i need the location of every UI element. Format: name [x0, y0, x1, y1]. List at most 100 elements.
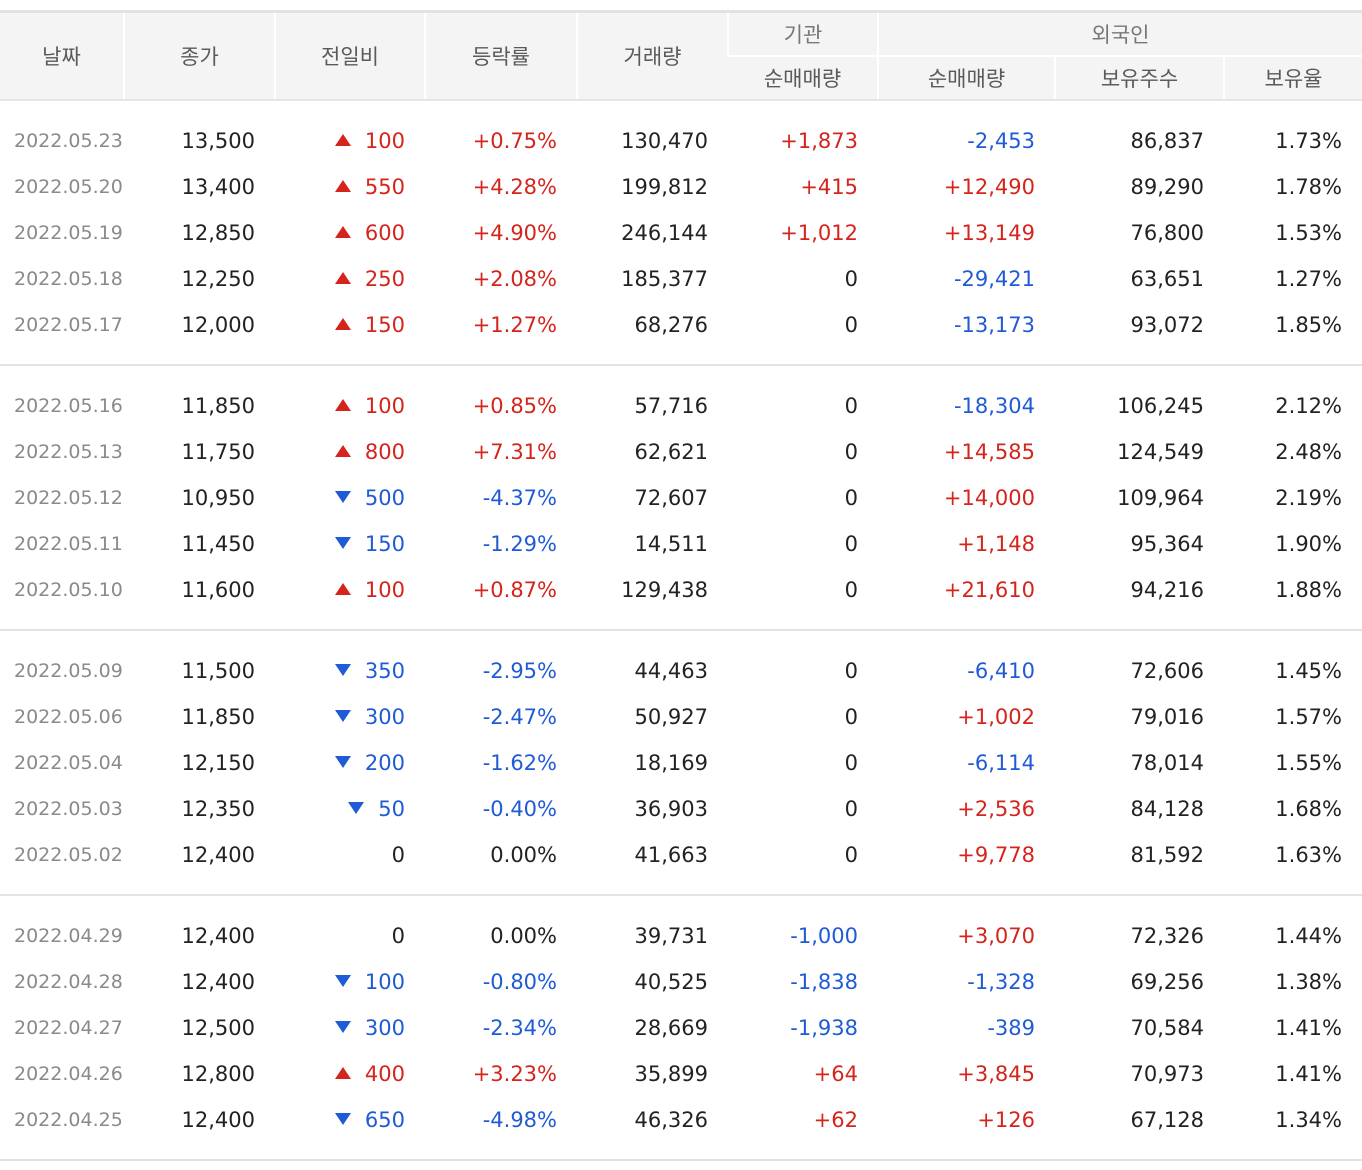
group-spacer — [0, 631, 1362, 648]
foreign-net-cell: +2,536 — [957, 797, 1035, 821]
institution-net-cell: 0 — [844, 394, 858, 418]
institution-net-cell: 0 — [844, 532, 858, 556]
change-cell: 0 — [275, 832, 425, 878]
foreign-net-cell: +14,000 — [943, 486, 1035, 510]
down-triangle-icon — [348, 802, 365, 814]
table-row: 2022.05.13 11,750 800 +7.31% 62,621 0 +14,585 1… — [0, 429, 1362, 475]
holding-ratio-cell: 1.90% — [1275, 532, 1342, 556]
rate-cell: -2.95% — [482, 659, 557, 683]
close-cell: 11,850 — [181, 394, 255, 418]
close-cell: 12,350 — [181, 797, 255, 821]
change-cell: 100 — [275, 383, 425, 429]
volume-cell: 35,899 — [634, 1062, 708, 1086]
date-cell: 2022.04.25 — [14, 1109, 123, 1131]
table-row: 2022.04.27 12,500 300 -2.34% 28,669 -1,938 -38… — [0, 1005, 1362, 1051]
institution-net-cell: +1,873 — [780, 129, 858, 153]
holding-ratio-cell: 1.85% — [1275, 313, 1342, 337]
foreign-net-cell: +1,002 — [957, 705, 1035, 729]
holdings-cell: 89,290 — [1130, 175, 1204, 199]
table-row: 2022.05.03 12,350 50 -0.40% 36,903 0 +2,536 84,… — [0, 786, 1362, 832]
institution-net-cell: 0 — [844, 267, 858, 291]
table-row: 2022.04.25 12,400 650 -4.98% 46,326 +62 +126 67… — [0, 1097, 1362, 1143]
table-row: 2022.05.06 11,850 300 -2.47% 50,927 0 +1,002 79… — [0, 694, 1362, 740]
header-holding-ratio[interactable]: 보유율 — [1223, 55, 1362, 99]
holdings-cell: 70,584 — [1130, 1016, 1204, 1040]
table-row: 2022.05.02 12,400 0 0.00% 41,663 0 +9,778 81,59… — [0, 832, 1362, 878]
date-cell: 2022.05.18 — [14, 268, 123, 290]
close-cell: 12,400 — [181, 924, 255, 948]
volume-cell: 185,377 — [621, 267, 708, 291]
holding-ratio-cell: 1.63% — [1275, 843, 1342, 867]
header-holdings[interactable]: 보유주수 — [1054, 55, 1224, 99]
holding-ratio-cell: 1.41% — [1275, 1016, 1342, 1040]
volume-cell: 14,511 — [634, 532, 708, 556]
change-cell: 300 — [275, 1005, 425, 1051]
institution-net-cell: -1,000 — [790, 924, 858, 948]
holding-ratio-cell: 2.12% — [1275, 394, 1342, 418]
change-value: 0 — [391, 924, 405, 948]
change-cell: 500 — [275, 475, 425, 521]
holding-ratio-cell: 1.45% — [1275, 659, 1342, 683]
header-institution-net[interactable]: 순매매량 — [728, 55, 878, 99]
change-value: 350 — [364, 659, 405, 683]
change-value: 500 — [364, 486, 405, 510]
institution-net-cell: 0 — [844, 843, 858, 867]
holdings-cell: 69,256 — [1130, 970, 1204, 994]
change-cell: 550 — [275, 164, 425, 210]
foreign-net-cell: +3,845 — [957, 1062, 1035, 1086]
holdings-cell: 72,326 — [1130, 924, 1204, 948]
volume-cell: 62,621 — [634, 440, 708, 464]
institution-net-cell: 0 — [844, 486, 858, 510]
holdings-cell: 109,964 — [1117, 486, 1204, 510]
stock-daily-table-container: 날짜 종가 전일비 등락률 거래량 기관 외국인 순매매량 순매매량 보유주수 … — [0, 10, 1362, 1161]
volume-cell: 44,463 — [634, 659, 708, 683]
holdings-cell: 67,128 — [1130, 1108, 1204, 1132]
date-cell: 2022.05.04 — [14, 752, 123, 774]
change-cell: 100 — [275, 118, 425, 164]
header-date[interactable]: 날짜 — [0, 10, 124, 99]
rate-cell: +1.27% — [472, 313, 557, 337]
rate-cell: -0.80% — [482, 970, 557, 994]
rate-cell: +4.28% — [472, 175, 557, 199]
header-close[interactable]: 종가 — [123, 10, 275, 99]
header-rate[interactable]: 등락률 — [424, 10, 577, 99]
holding-ratio-cell: 1.34% — [1275, 1108, 1342, 1132]
down-triangle-icon — [334, 756, 351, 768]
date-cell: 2022.04.26 — [14, 1063, 123, 1085]
holding-ratio-cell: 1.88% — [1275, 578, 1342, 602]
foreign-net-cell: -6,114 — [967, 751, 1035, 775]
date-cell: 2022.05.16 — [14, 395, 123, 417]
volume-cell: 246,144 — [621, 221, 708, 245]
foreign-net-cell: -29,421 — [953, 267, 1035, 291]
date-cell: 2022.05.19 — [14, 222, 123, 244]
holding-ratio-cell: 1.44% — [1275, 924, 1342, 948]
holding-ratio-cell: 1.73% — [1275, 129, 1342, 153]
group-spacer — [0, 878, 1362, 895]
rate-cell: +0.85% — [472, 394, 557, 418]
volume-cell: 28,669 — [634, 1016, 708, 1040]
institution-net-cell: +1,012 — [780, 221, 858, 245]
down-triangle-icon — [334, 710, 351, 722]
foreign-net-cell: +3,070 — [957, 924, 1035, 948]
change-value: 250 — [364, 267, 405, 291]
table-row: 2022.04.28 12,400 100 -0.80% 40,525 -1,838 -1,… — [0, 959, 1362, 1005]
holdings-cell: 79,016 — [1130, 705, 1204, 729]
institution-net-cell: +64 — [813, 1062, 858, 1086]
header-volume[interactable]: 거래량 — [576, 10, 728, 99]
rate-cell: -4.98% — [482, 1108, 557, 1132]
date-cell: 2022.05.17 — [14, 314, 123, 336]
volume-cell: 57,716 — [634, 394, 708, 418]
holding-ratio-cell: 1.57% — [1275, 705, 1342, 729]
change-value: 50 — [378, 797, 405, 821]
institution-net-cell: 0 — [844, 440, 858, 464]
up-triangle-icon — [334, 318, 351, 330]
date-cell: 2022.05.23 — [14, 130, 123, 152]
change-value: 150 — [364, 313, 405, 337]
change-value: 600 — [364, 221, 405, 245]
header-foreign-net[interactable]: 순매매량 — [877, 55, 1055, 99]
holding-ratio-cell: 1.78% — [1275, 175, 1342, 199]
table-row: 2022.05.11 11,450 150 -1.29% 14,511 0 +1,148 95… — [0, 521, 1362, 567]
header-change[interactable]: 전일비 — [274, 10, 425, 99]
up-triangle-icon — [334, 399, 351, 411]
change-cell: 150 — [275, 521, 425, 567]
